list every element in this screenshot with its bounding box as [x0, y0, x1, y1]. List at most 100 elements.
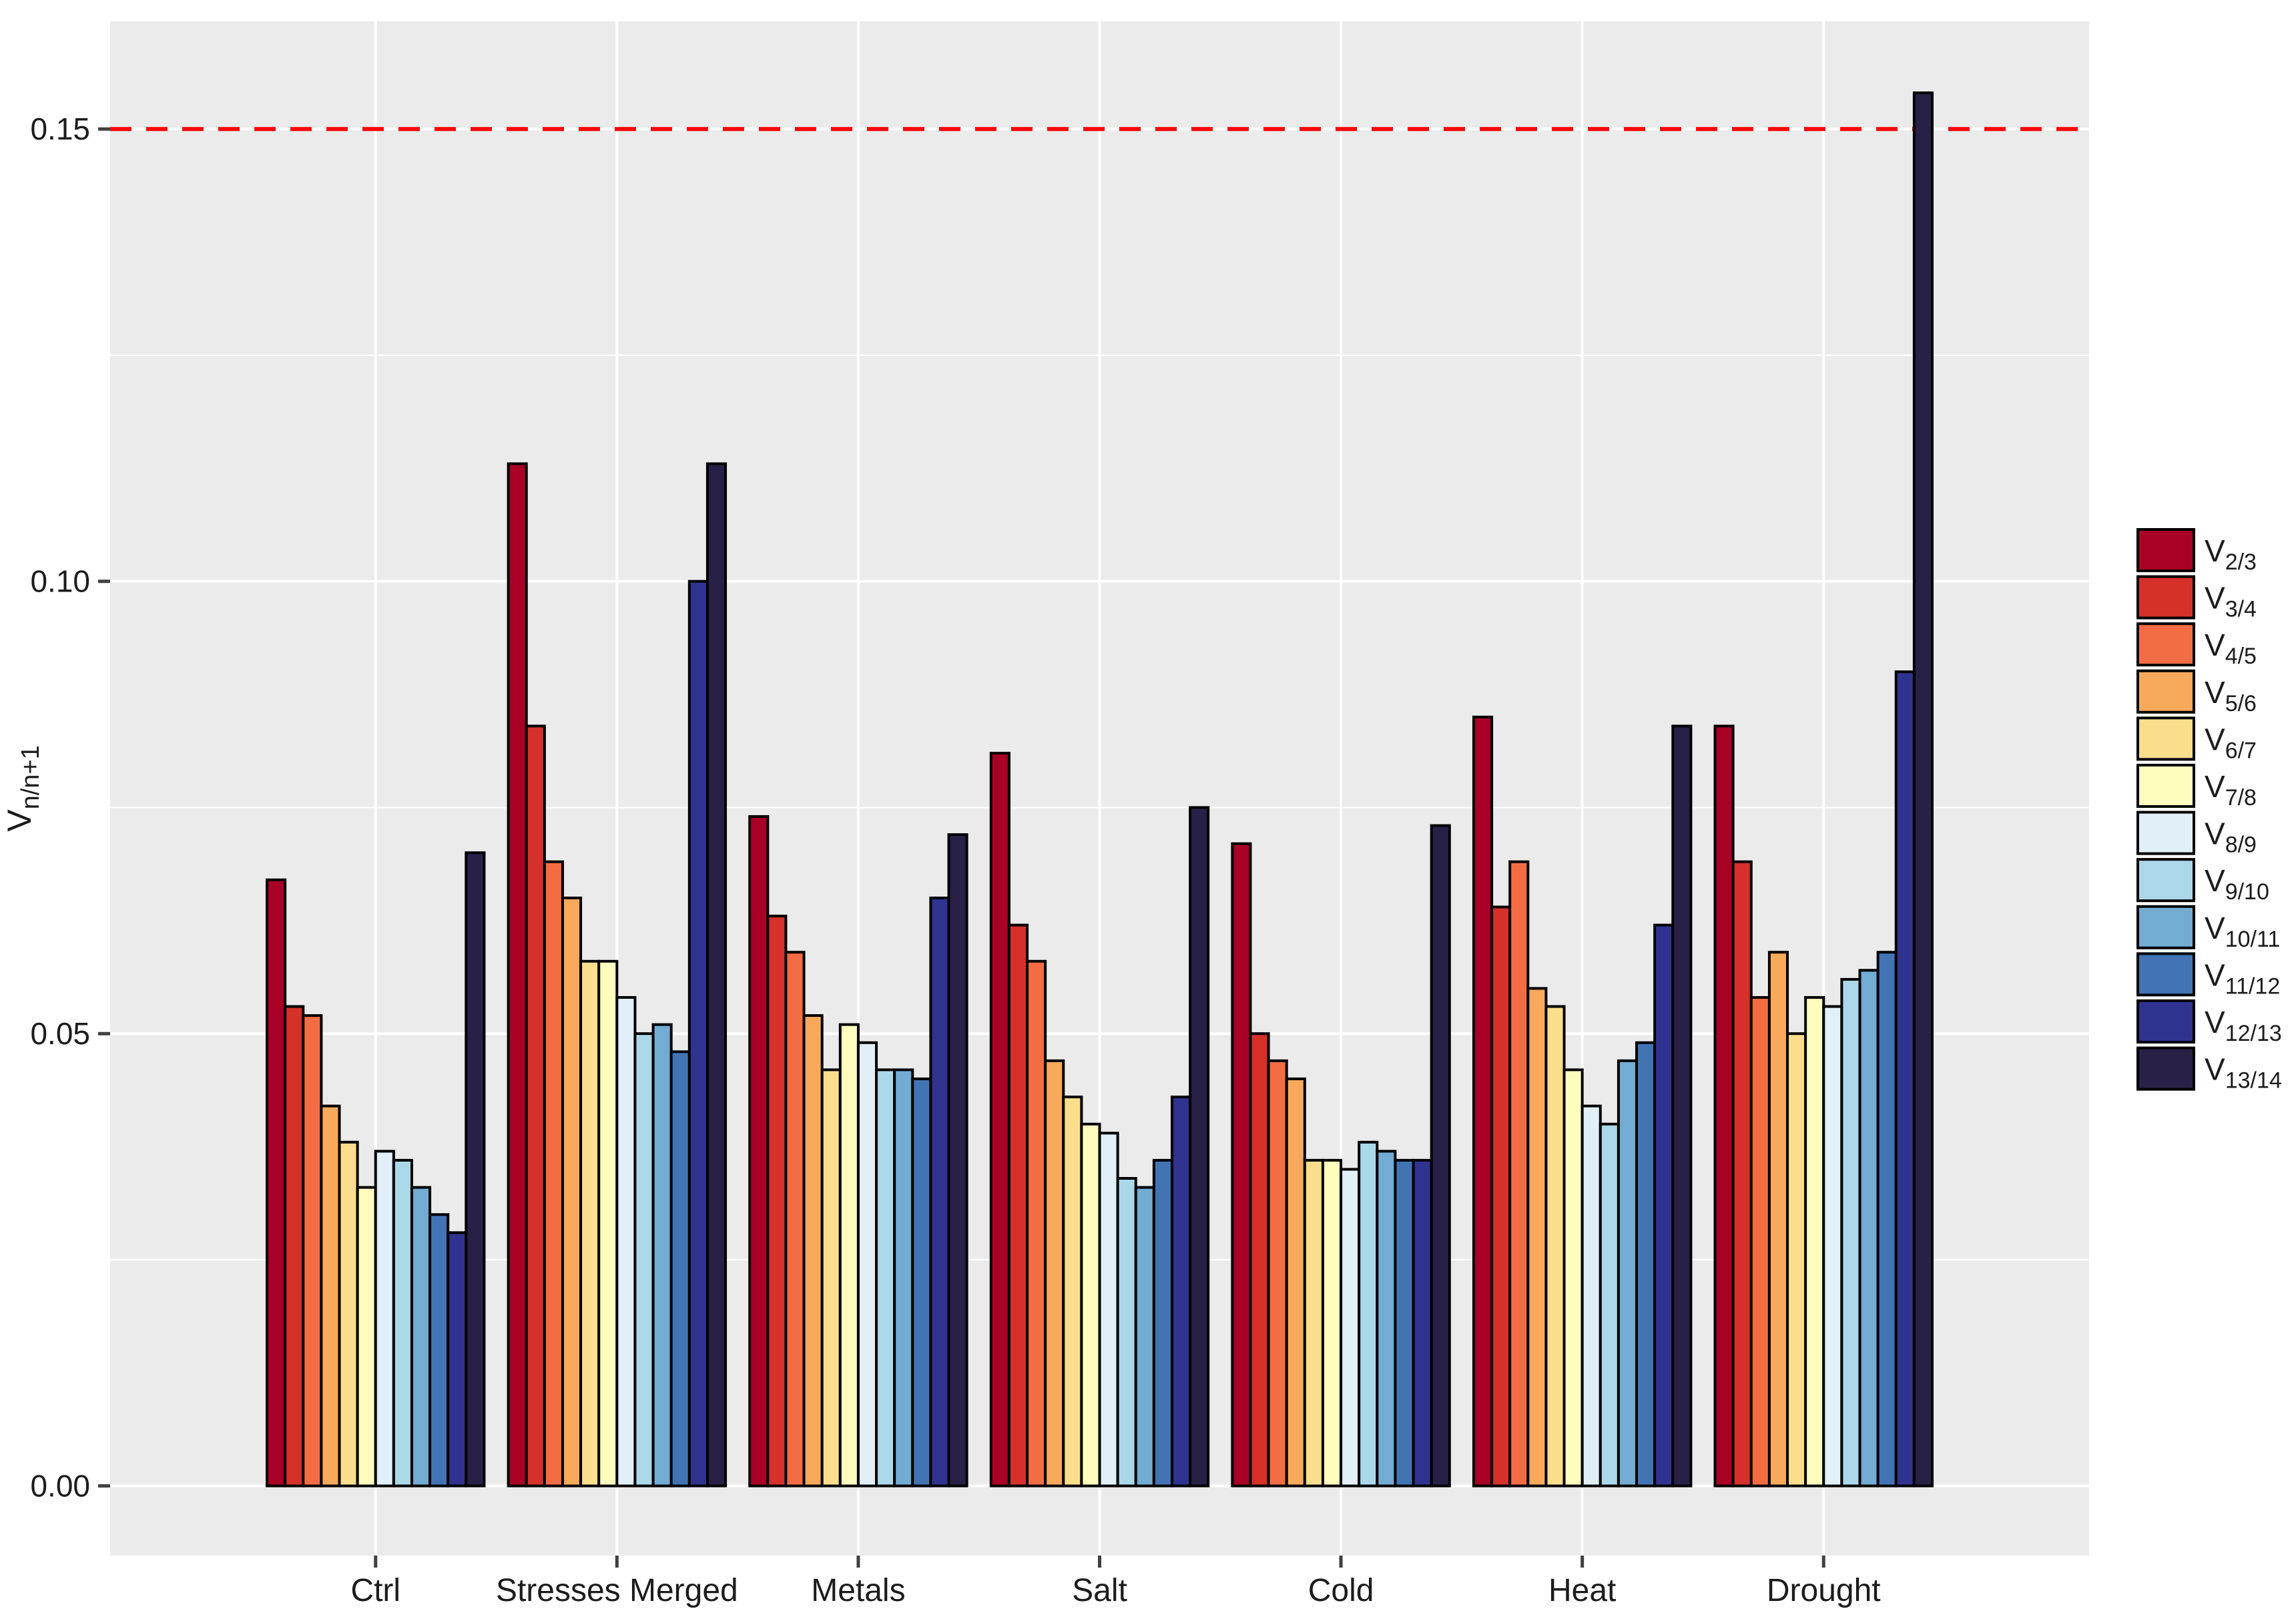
- bar-V3/4-Heat: [1490, 905, 1512, 1487]
- bar-V2/3-Stresses Merged: [507, 462, 528, 1487]
- bar-V6/7-Stresses Merged: [579, 959, 601, 1487]
- bar-V9/10-Ctrl: [392, 1158, 413, 1487]
- legend-key-V8/9: [2136, 811, 2195, 855]
- y-tick-label: 0.00: [30, 1469, 90, 1504]
- bar-V11/12-Salt: [1152, 1158, 1173, 1487]
- bar-V7/8-Metals: [838, 1023, 860, 1487]
- bar-V3/4-Salt: [1007, 923, 1029, 1487]
- bar-V5/6-Drought: [1767, 951, 1789, 1487]
- x-tick-label: Metals: [811, 1573, 905, 1608]
- legend-key-V9/10: [2136, 858, 2195, 903]
- bar-V4/5-Ctrl: [302, 1014, 323, 1487]
- bar-V7/8-Drought: [1804, 995, 1825, 1487]
- bar-V4/5-Stresses Merged: [543, 860, 564, 1487]
- bar-V13/14-Cold: [1430, 824, 1451, 1487]
- bar-V5/6-Salt: [1044, 1059, 1065, 1487]
- legend-label: V8/9: [2205, 817, 2257, 858]
- bar-V7/8-Stresses Merged: [597, 959, 619, 1487]
- bar-V10/11-Stresses Merged: [651, 1023, 673, 1487]
- bar-V11/12-Cold: [1394, 1158, 1415, 1487]
- bar-V2/3-Drought: [1713, 724, 1735, 1487]
- legend-label: V13/14: [2205, 1052, 2282, 1094]
- bar-V2/3-Ctrl: [266, 878, 287, 1487]
- bar-V6/7-Drought: [1786, 1032, 1807, 1487]
- legend-key-V4/5: [2136, 622, 2195, 667]
- bar-V4/5-Heat: [1508, 860, 1530, 1487]
- bars: [266, 91, 1934, 1487]
- bar-V9/10-Stresses Merged: [633, 1032, 655, 1487]
- bar-V12/13-Stresses Merged: [687, 580, 709, 1487]
- bar-V8/9-Stresses Merged: [615, 995, 637, 1487]
- bar-V8/9-Drought: [1822, 1005, 1843, 1487]
- bar-V4/5-Cold: [1267, 1059, 1288, 1487]
- bar-V12/13-Cold: [1412, 1158, 1433, 1487]
- bar-V5/6-Heat: [1526, 987, 1548, 1487]
- x-tick-label: Drought: [1767, 1573, 1881, 1608]
- legend-key-V3/4: [2136, 575, 2195, 620]
- y-tick-label: 0.15: [30, 111, 90, 146]
- bar-V6/7-Cold: [1303, 1158, 1324, 1487]
- bar-V12/13-Heat: [1653, 923, 1675, 1487]
- x-tick-label: Heat: [1548, 1573, 1616, 1608]
- legend-key-V2/3: [2136, 528, 2195, 572]
- bar-V4/5-Metals: [784, 951, 806, 1487]
- bar-V11/12-Heat: [1635, 1041, 1657, 1487]
- legend-label: V9/10: [2205, 863, 2269, 905]
- legend-key-V13/14: [2136, 1046, 2195, 1091]
- bar-V9/10-Metals: [875, 1068, 896, 1487]
- bar-V10/11-Heat: [1617, 1059, 1639, 1487]
- legend: V2/3 V3/4 V4/5 V5/6 V6/7 V7/8 V8/9 V9/10 V10/11 V…: [2136, 528, 2282, 1094]
- bar-V9/10-Heat: [1599, 1122, 1620, 1487]
- legend-key-V12/13: [2136, 999, 2195, 1044]
- bar-V12/13-Salt: [1170, 1096, 1192, 1487]
- legend-label: V11/12: [2205, 957, 2280, 999]
- bar-V11/12-Metals: [911, 1077, 932, 1487]
- bar-V2/3-Salt: [989, 752, 1011, 1487]
- bar-V12/13-Drought: [1894, 670, 1916, 1487]
- legend-key-V6/7: [2136, 716, 2195, 761]
- legend-key-V7/8: [2136, 764, 2195, 808]
- bar-V3/4-Cold: [1249, 1032, 1270, 1487]
- bar-V2/3-Cold: [1231, 842, 1252, 1487]
- bar-V7/8-Heat: [1562, 1068, 1584, 1487]
- bar-V4/5-Drought: [1749, 995, 1771, 1487]
- legend-key-V5/6: [2136, 669, 2195, 714]
- bar-V10/11-Salt: [1134, 1186, 1155, 1487]
- bar-V13/14-Salt: [1189, 806, 1210, 1487]
- bar-V2/3-Heat: [1472, 715, 1494, 1487]
- x-tick-label: Stresses Merged: [496, 1573, 738, 1608]
- legend-label: V6/7: [2205, 722, 2257, 763]
- bar-V13/14-Heat: [1671, 724, 1693, 1487]
- legend-label: V5/6: [2205, 675, 2257, 716]
- bar-V11/12-Ctrl: [428, 1213, 450, 1487]
- bar-V3/4-Ctrl: [284, 1005, 305, 1487]
- legend-key-V11/12: [2136, 952, 2195, 997]
- bar-V13/14-Drought: [1912, 91, 1934, 1487]
- bar-V10/11-Ctrl: [410, 1186, 432, 1487]
- bar-V4/5-Salt: [1026, 959, 1047, 1487]
- bar-V5/6-Ctrl: [320, 1104, 341, 1487]
- axes: 0.00 0.05 0.10 0.15 Ctrl Stresses Merged Metal…: [30, 111, 1880, 1608]
- bar-V10/11-Metals: [893, 1068, 914, 1487]
- bar-V7/8-Cold: [1321, 1158, 1343, 1487]
- legend-label: V10/11: [2205, 911, 2280, 952]
- legend-key-V10/11: [2136, 905, 2195, 949]
- y-tick-label: 0.05: [30, 1016, 90, 1051]
- bar-V8/9-Cold: [1340, 1168, 1361, 1487]
- bar-V13/14-Ctrl: [465, 851, 486, 1487]
- x-tick-label: Ctrl: [350, 1573, 400, 1608]
- bar-V9/10-Salt: [1116, 1176, 1137, 1487]
- legend-label: V12/13: [2205, 1005, 2282, 1046]
- legend-label: V7/8: [2205, 769, 2257, 811]
- bar-V2/3-Metals: [748, 815, 770, 1487]
- bar-V3/4-Stresses Merged: [525, 724, 546, 1487]
- bar-V3/4-Metals: [766, 915, 788, 1487]
- legend-label: V2/3: [2205, 533, 2257, 575]
- bar-V5/6-Metals: [802, 1014, 824, 1487]
- bar-V9/10-Cold: [1358, 1140, 1379, 1487]
- bar-V5/6-Stresses Merged: [561, 896, 583, 1487]
- legend-label: V3/4: [2205, 581, 2257, 622]
- y-axis-title: Vn/n+1: [1, 745, 45, 832]
